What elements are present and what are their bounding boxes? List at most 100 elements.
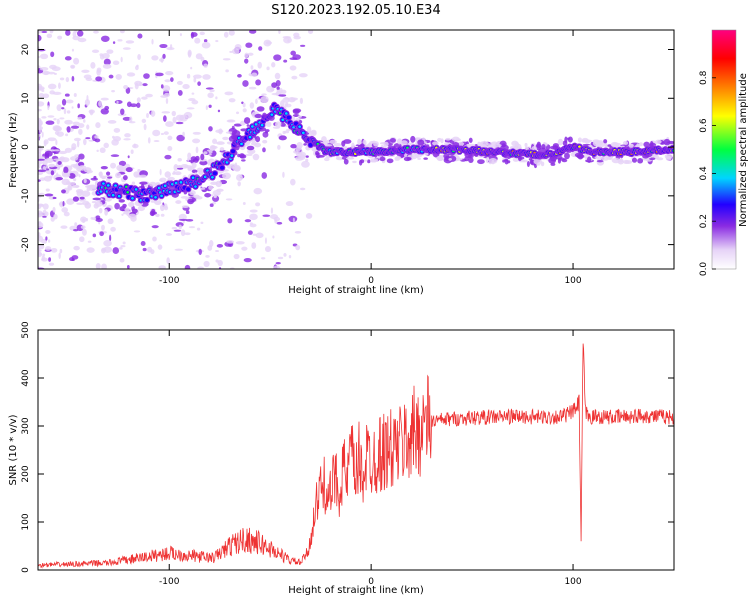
noise-blob	[172, 116, 177, 124]
noise-blob	[141, 118, 147, 124]
noise-blob	[245, 153, 253, 157]
ridge-halo	[174, 171, 182, 176]
noise-blob	[53, 117, 57, 121]
noise-blob	[54, 130, 60, 135]
noise-blob	[44, 211, 49, 217]
noise-blob	[65, 99, 74, 104]
noise-blob	[46, 33, 53, 39]
noise-blob	[71, 75, 75, 82]
noise-blob	[120, 108, 125, 115]
ridge-halo	[105, 177, 111, 184]
noise-blob	[100, 247, 106, 254]
snr-marks	[38, 343, 674, 569]
noise-blob	[38, 205, 42, 209]
ridge-halo	[284, 97, 289, 100]
noise-blob	[192, 131, 201, 135]
noise-blob	[71, 255, 79, 260]
noise-blob	[126, 264, 130, 269]
noise-blob	[167, 135, 173, 141]
noise-blob	[146, 112, 149, 119]
ridge-halo	[396, 138, 403, 145]
ridge-halo	[341, 140, 346, 147]
noise-blob	[179, 114, 188, 122]
snr-frame	[37, 329, 675, 571]
ridge-halo	[292, 108, 302, 113]
noise-blob	[217, 260, 223, 267]
ridge-halo	[280, 122, 286, 127]
noise-blob	[70, 125, 80, 129]
noise-blob	[47, 137, 57, 142]
ridge-halo	[491, 159, 495, 165]
ridge-halo	[122, 175, 128, 181]
noise-blob	[283, 59, 288, 63]
noise-blob	[103, 58, 111, 66]
noise-blob	[127, 155, 130, 159]
noise-blob	[248, 86, 257, 90]
snr-ticks: -100 0 100 0 100 200 300 400 500	[21, 321, 674, 587]
snr-xtick-label: 0	[368, 577, 374, 587]
ridge-halo	[550, 162, 556, 166]
noise-blob	[38, 221, 42, 226]
ridge-halo	[663, 138, 671, 146]
ridge-halo	[125, 167, 133, 173]
ridge-halo	[303, 143, 307, 146]
noise-blob	[283, 36, 292, 44]
noise-blob	[64, 56, 72, 61]
ridge-halo	[68, 172, 76, 179]
noise-blob	[246, 124, 250, 127]
ridge-halo	[270, 87, 275, 92]
noise-blob	[133, 143, 136, 148]
noise-blob	[274, 72, 281, 80]
noise-blob	[177, 158, 182, 162]
ridge-core	[154, 196, 157, 199]
spectrogram-ylabel: Frequency (Hz)	[8, 112, 19, 188]
noise-blob	[228, 30, 235, 36]
noise-blob	[191, 99, 199, 105]
ridge-halo	[107, 176, 113, 179]
noise-blob	[106, 49, 114, 54]
ridge-halo	[283, 130, 290, 134]
ridge-halo	[183, 165, 193, 169]
ridge-halo	[386, 158, 394, 164]
noise-blob	[237, 181, 241, 187]
ridge-halo	[517, 156, 522, 162]
ridge-halo	[278, 94, 287, 97]
noise-blob	[257, 61, 262, 69]
noise-blob	[100, 97, 109, 101]
noise-blob	[203, 260, 210, 268]
noise-blob	[122, 241, 126, 245]
noise-blob	[164, 79, 171, 83]
noise-blob	[184, 232, 191, 236]
ridge-halo	[98, 171, 103, 177]
ridge-core	[281, 118, 285, 122]
noise-blob	[109, 234, 112, 242]
snr-series-line	[38, 343, 674, 569]
noise-blob	[271, 62, 276, 68]
ridge-halo	[177, 167, 184, 170]
ridge-halo	[266, 121, 272, 128]
noise-blob	[139, 82, 143, 87]
noise-blob	[50, 247, 58, 253]
spectrogram-ytick-label: 0	[21, 144, 31, 150]
noise-blob	[41, 116, 47, 119]
ridge-halo	[164, 171, 171, 178]
noise-blob	[41, 89, 45, 93]
noise-blob	[65, 133, 69, 137]
ridge-halo	[234, 167, 241, 172]
noise-blob	[64, 119, 73, 125]
noise-blob	[201, 41, 211, 49]
ridge-halo	[256, 106, 265, 112]
ridge-halo	[576, 154, 585, 159]
noise-blob	[143, 123, 147, 131]
noise-blob	[117, 39, 123, 42]
ridge-halo	[181, 205, 190, 208]
noise-blob	[118, 160, 127, 167]
noise-blob	[265, 245, 271, 253]
ridge-halo	[127, 213, 137, 219]
noise-blob	[200, 221, 204, 225]
snr-ytick-label: 0	[21, 567, 31, 573]
ridge-halo	[209, 144, 216, 151]
ridge-halo	[631, 157, 638, 163]
ridge-halo	[417, 139, 425, 146]
noise-blob	[85, 137, 91, 140]
